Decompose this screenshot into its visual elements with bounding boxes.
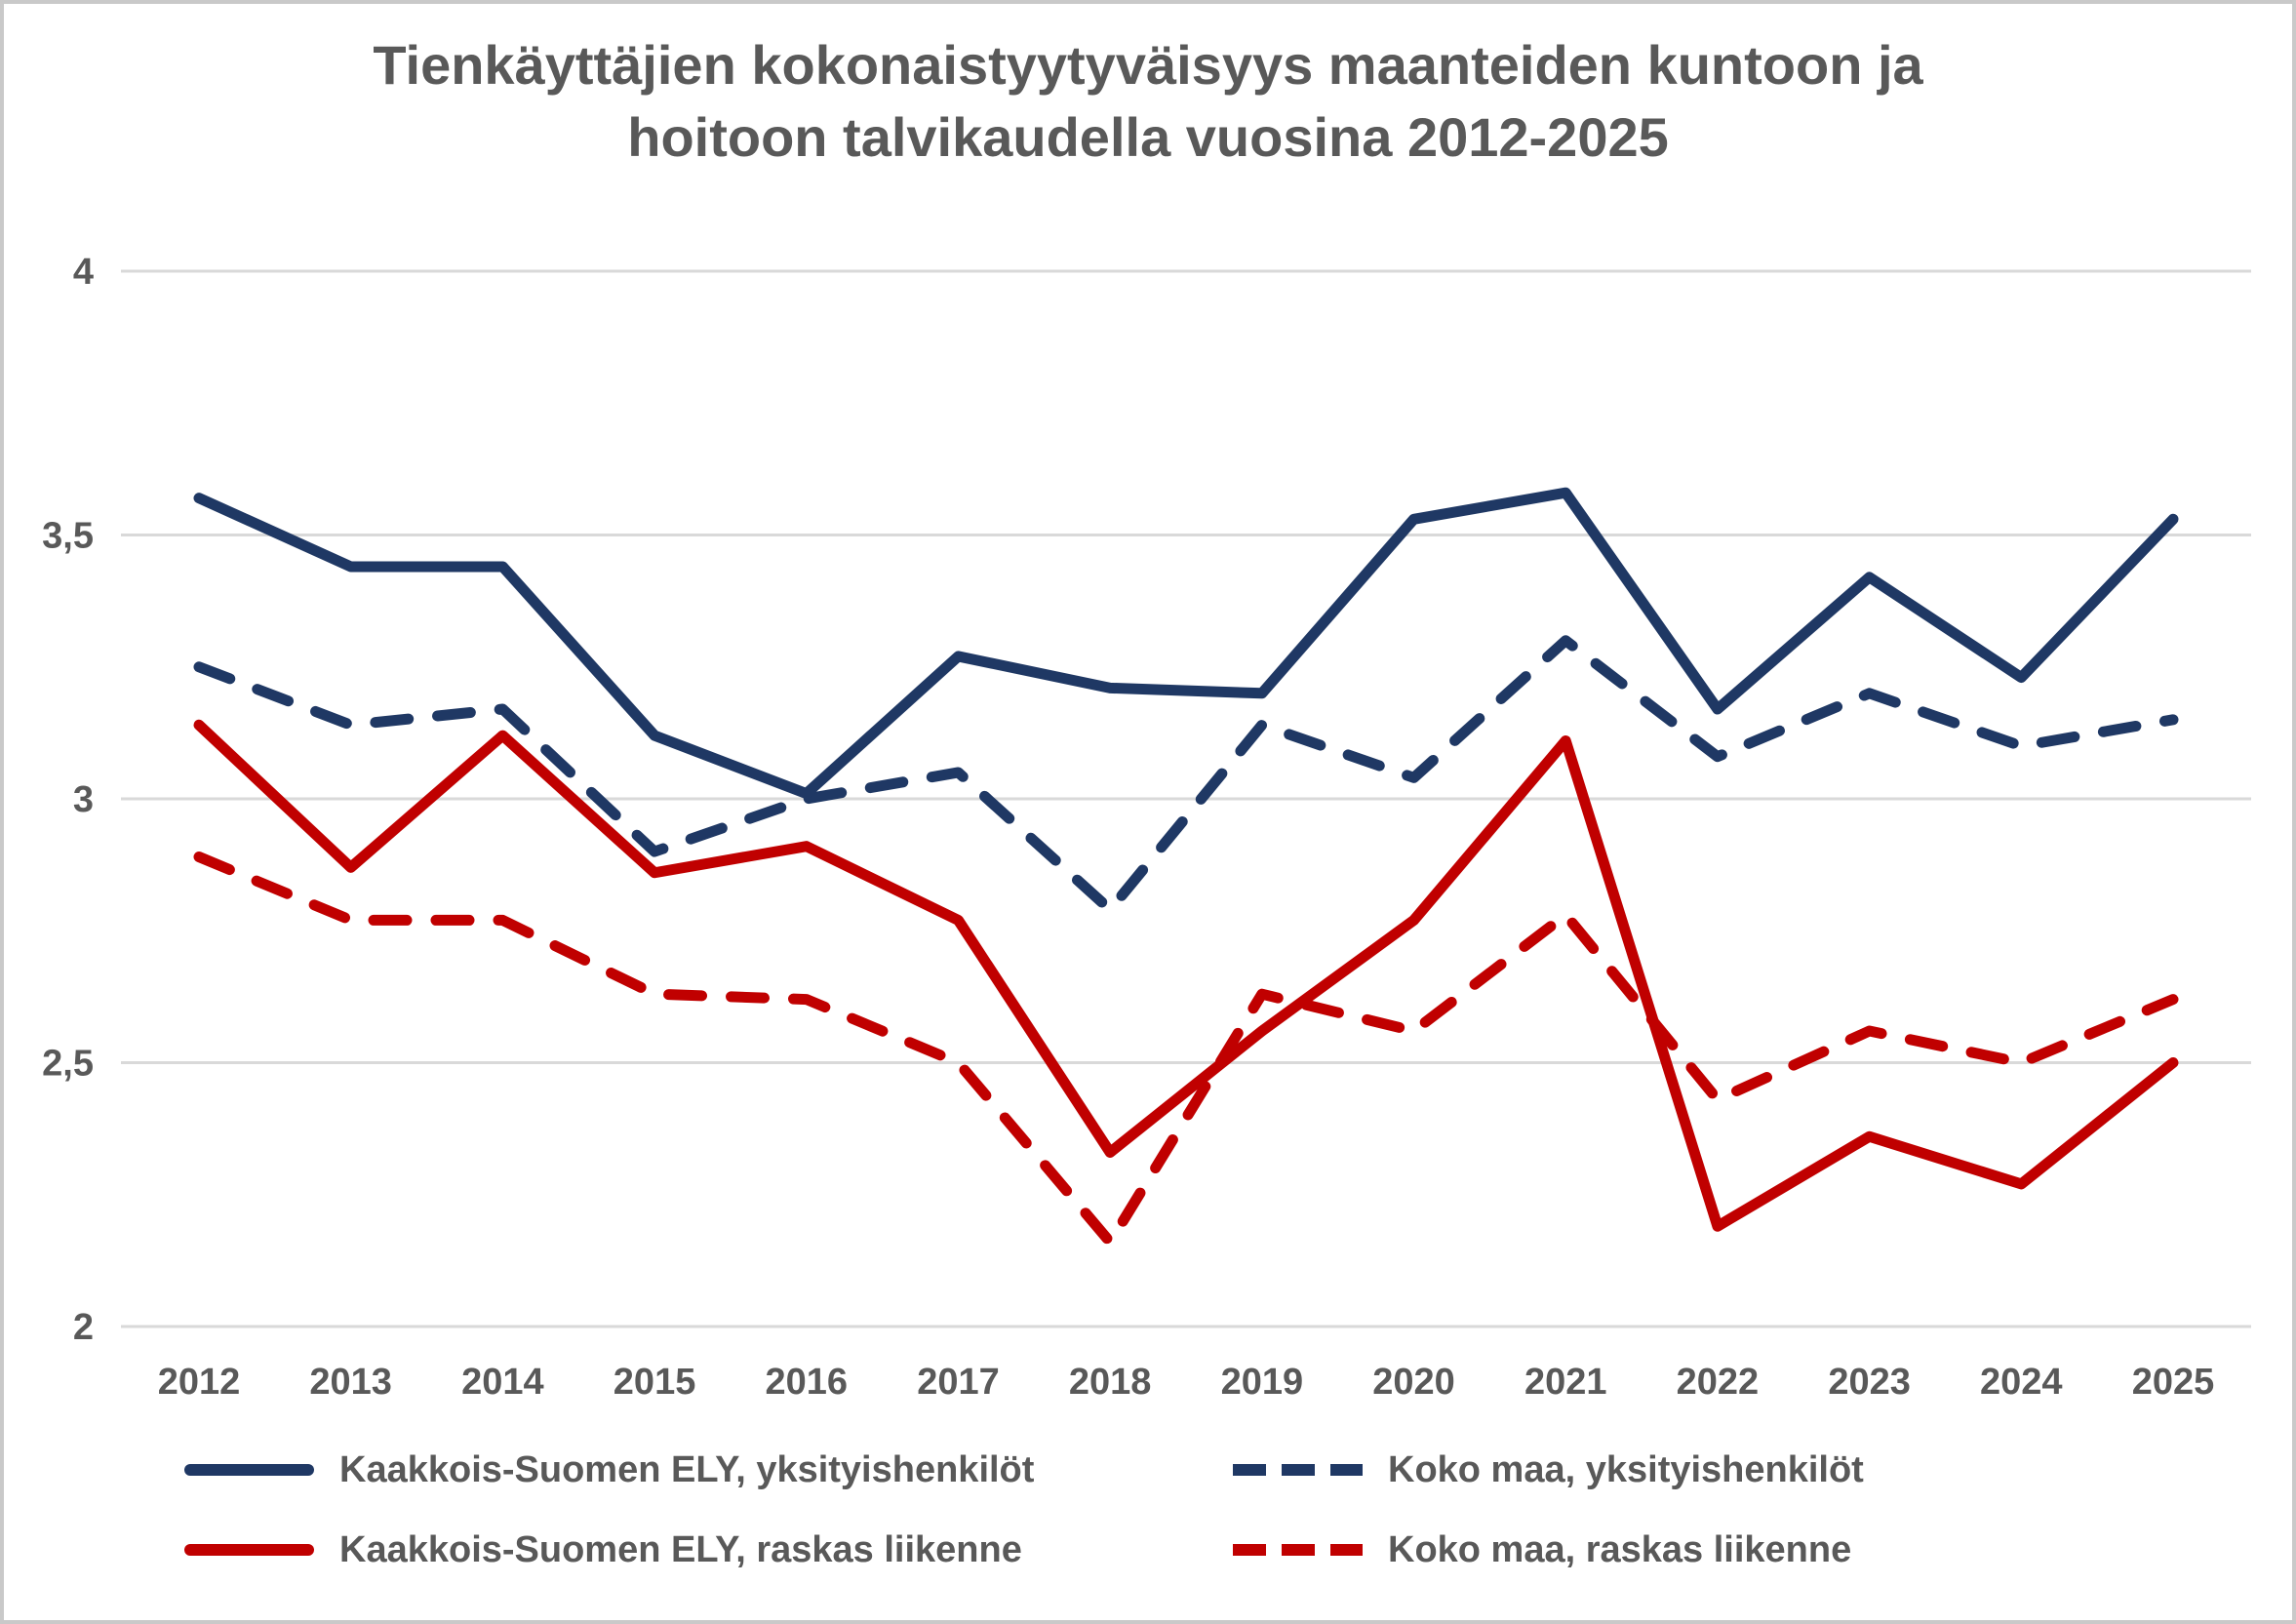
y-axis-tick-label-4: 4 — [73, 252, 94, 293]
x-axis-tick-label-2014: 2014 — [461, 1362, 544, 1403]
series-line-dashed-1f3864 — [193, 635, 2179, 916]
legend-row-2: Kaakkois-Suomen ELY, raskas liikenne Kok… — [184, 1510, 2233, 1590]
chart-title-line-2: hoitoon talvikaudella vuosina 2012-2025 — [627, 105, 1669, 168]
x-axis-tick-label-2025: 2025 — [2132, 1362, 2215, 1403]
dashed-navy-line-swatch-icon — [1233, 1464, 1363, 1476]
legend-item-kokomaa-raskas-liikenne: Koko maa, raskas liikenne — [1233, 1529, 1851, 1571]
x-axis-tick-label-2021: 2021 — [1524, 1362, 1607, 1403]
x-axis-tick-label-2022: 2022 — [1677, 1362, 1760, 1403]
series-line-solid-c00000 — [193, 719, 2179, 1232]
solid-red-line-swatch-icon — [184, 1544, 314, 1556]
x-axis-tick-label-2017: 2017 — [917, 1362, 1000, 1403]
x-axis-tick-label-2020: 2020 — [1372, 1362, 1455, 1403]
solid-navy-line-swatch-icon — [184, 1464, 314, 1476]
x-axis-tick-label-2023: 2023 — [1828, 1362, 1911, 1403]
x-axis-tick-label-2015: 2015 — [614, 1362, 696, 1403]
x-axis-tick-label-2019: 2019 — [1221, 1362, 1304, 1403]
legend-label: Kaakkois-Suomen ELY, raskas liikenne — [339, 1528, 1022, 1570]
chart-title: Tienkäyttäjien kokonaistyytyväisyys maan… — [4, 29, 2292, 174]
x-axis-tick-label-2016: 2016 — [765, 1362, 848, 1403]
x-axis-tick-label-2024: 2024 — [1980, 1362, 2063, 1403]
y-axis-tick-label-3,5: 3,5 — [42, 516, 94, 557]
dashed-red-line-swatch-icon — [1233, 1544, 1363, 1556]
x-axis-tick-label-2012: 2012 — [158, 1362, 241, 1403]
line-chart: 4 3,5 3 2,5 2 2012 2013 2014 2015 2016 2017 2018 201… — [42, 252, 2251, 1403]
y-axis-tick-label-2: 2 — [73, 1307, 94, 1348]
legend-item-kokomaa-yksityishenkilot: Koko maa, yksityishenkilöt — [1233, 1449, 1864, 1491]
legend-item-ely-yksityishenkilot: Kaakkois-Suomen ELY, yksityishenkilöt — [184, 1449, 1233, 1491]
legend-label: Koko maa, yksityishenkilöt — [1388, 1448, 1864, 1490]
series-line-dashed-c00000 — [193, 852, 2179, 1248]
y-axis-tick-label-3: 3 — [73, 779, 94, 820]
x-axis-tick-label-2018: 2018 — [1069, 1362, 1152, 1403]
y-axis-tick-label-2,5: 2,5 — [42, 1044, 94, 1085]
legend-label: Kaakkois-Suomen ELY, yksityishenkilöt — [339, 1448, 1035, 1490]
chart-title-line-1: Tienkäyttäjien kokonaistyytyväisyys maan… — [373, 34, 1923, 96]
legend-item-ely-raskas-liikenne: Kaakkois-Suomen ELY, raskas liikenne — [184, 1529, 1233, 1571]
legend-row-1: Kaakkois-Suomen ELY, yksityishenkilöt Ko… — [184, 1430, 2233, 1510]
chart-legend: Kaakkois-Suomen ELY, yksityishenkilöt Ko… — [184, 1430, 2233, 1590]
legend-label: Koko maa, raskas liikenne — [1388, 1528, 1852, 1570]
x-axis-tick-label-2013: 2013 — [309, 1362, 392, 1403]
series-line-solid-1f3864 — [193, 487, 2179, 800]
